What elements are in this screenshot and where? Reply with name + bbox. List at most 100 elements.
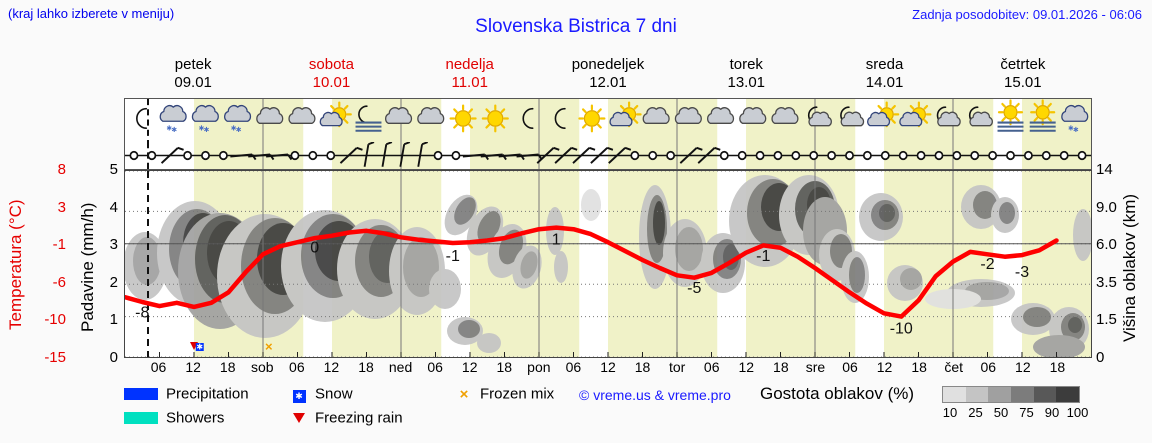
x-tick-label-9: 12 [461, 359, 478, 375]
cloud-density-step-4 [1033, 387, 1057, 402]
precipitation-tick-5: 0 [109, 349, 118, 366]
temperature-point-label: -3 [1015, 264, 1029, 281]
weather-icon-moon-cloud [969, 106, 993, 127]
weather-icon-cloud-snow: ✱ ✱ [224, 105, 252, 134]
cloud-icon [899, 111, 923, 127]
day-name: sreda [865, 56, 904, 73]
x-tick-label-11: pon [527, 359, 551, 375]
sun-icon [578, 104, 606, 133]
wind-barb-barb-ne [554, 146, 578, 164]
cloud-icon [319, 111, 343, 127]
menu-note: (kraj lahko izberete v meniju) [8, 6, 175, 21]
precipitation-tick-2: 3 [109, 236, 118, 254]
wind-barb-calm [952, 150, 962, 161]
cloud-icon [642, 107, 670, 124]
temperature-point-label: 0 [310, 240, 319, 257]
x-axis-tick-labels: 06 12 18 sob 06 12 18 ned 06 12 18 pon 06 12 18 tor 06 12… [124, 359, 1092, 377]
cloud-blob [581, 189, 601, 221]
legend-item-snow: ✱ Snow [289, 385, 353, 403]
day-date: 14.01 [865, 74, 904, 91]
cloud-density-step-5 [1056, 387, 1080, 402]
snow-marker [195, 343, 204, 351]
x-tick-label-3: sob [250, 359, 274, 375]
weather-icon-moon-cloud [840, 106, 865, 127]
cloud-icon [385, 107, 413, 124]
snow-marker-icon: ✱ [289, 386, 309, 403]
icon-daylight-band-2 [470, 99, 580, 142]
x-tick-label-25: 12 [1015, 359, 1031, 375]
wind-barb-calm [862, 150, 872, 161]
wind-barb-calm [451, 150, 461, 161]
cloud-density-step-2 [988, 387, 1012, 402]
legend-item-showers: Showers [124, 409, 224, 427]
x-tick-label-4: 06 [289, 359, 305, 375]
svg-text:✱: ✱ [171, 126, 177, 134]
day-header-row: petek 09.01 sobota 10.01 nedelja 11.01 ponedel… [124, 56, 1092, 94]
legend-label: Frozen mix [480, 385, 555, 403]
sun-icon [449, 104, 477, 133]
cloud-density-step-3 [1011, 387, 1034, 402]
x-tick-label-12: 06 [565, 359, 582, 375]
wind-barb-calm [129, 150, 139, 161]
wind-barb-calm [630, 150, 640, 161]
legend-label: Precipitation [166, 385, 249, 403]
day-date: 11.01 [451, 74, 488, 91]
cloud-icon [707, 107, 735, 124]
copyright-link[interactable]: © vreme.us & vreme.pro [579, 387, 731, 403]
wind-barb-calm [934, 150, 944, 161]
weather-icon-cloud [674, 107, 702, 124]
sun-icon [481, 104, 509, 133]
cloud-icon [739, 107, 767, 124]
frozen-mix-marker-icon: × [459, 385, 469, 403]
cloud-height-tick-0: 14 [1096, 161, 1113, 178]
day-name: torek [729, 56, 763, 73]
temperature-point-label: 1 [552, 232, 561, 249]
precipitation-markers: ×✱× [190, 339, 273, 354]
weather-icon-moon-cloud [808, 106, 832, 127]
cloud-icon [867, 111, 891, 127]
wind-barb-calm [308, 150, 318, 161]
cloud-height-tick-3: 3.5 [1096, 273, 1117, 291]
precipitation-tick-3: 2 [109, 273, 118, 291]
cloud-height-tick-1: 9.0 [1096, 198, 1117, 216]
x-tick-label-1: 12 [185, 359, 201, 375]
temperature-point-label: -5 [687, 280, 701, 297]
snow-marker-glyph: ✱ [196, 343, 203, 352]
wind-barb-barb-ne [697, 146, 721, 164]
cloud-blob [1033, 335, 1085, 357]
freezing-rain-marker-icon [289, 410, 309, 427]
weather-icon-sun [481, 104, 509, 133]
cloud-density-level-4: 90 [1044, 405, 1060, 420]
wind-barb-calm [183, 150, 193, 161]
x-tick-label-19: sre [805, 359, 826, 375]
moon-icon [554, 107, 566, 129]
cloud-icon [417, 107, 445, 124]
precipitation-axis-title: Padavine (mm/h) [78, 202, 97, 333]
temperature-tick-0: 8 [57, 161, 66, 178]
temperature-tick-5: -15 [44, 349, 66, 366]
weather-icon-sun [449, 104, 477, 133]
frozen-mix-marker: × [265, 339, 273, 354]
wind-barb-calm [1059, 150, 1069, 161]
chart-legend: © vreme.us & vreme.pro Gostota oblakov (… [124, 383, 1144, 435]
temperature-point-label: -1 [756, 248, 770, 265]
temperature-tick-1: 3 [57, 198, 66, 216]
weather-icon-sun-fog [1029, 99, 1056, 132]
cloud-density-level-0: 10 [942, 405, 958, 420]
wind-barb-barb-ne [572, 146, 596, 164]
day-header-ponedeljek: ponedeljek 12.01 [539, 56, 677, 94]
wind-barb-calm [898, 150, 908, 161]
cloud-height-axis-ticks: 14 9.0 6.0 3.5 1.5 0 [1096, 160, 1136, 370]
wind-barb-calm [719, 150, 729, 161]
cloud-density-step-0 [943, 387, 966, 402]
wind-barb-barb-n [399, 142, 411, 167]
weather-icon-cloud [256, 107, 284, 124]
fog-lines-icon [997, 121, 1024, 132]
wind-barb-svg [125, 142, 1091, 169]
snow-flakes-icon: ✱ ✱ [199, 125, 210, 134]
temperature-point-label: -2 [980, 256, 994, 273]
weather-icon-sun-cloud [899, 101, 932, 128]
cloud-density-level-5: 100 [1066, 405, 1089, 420]
cloud-density-colorbar-labels: 10 25 50 75 90 100 [936, 405, 1089, 421]
moon-icon [136, 107, 148, 129]
